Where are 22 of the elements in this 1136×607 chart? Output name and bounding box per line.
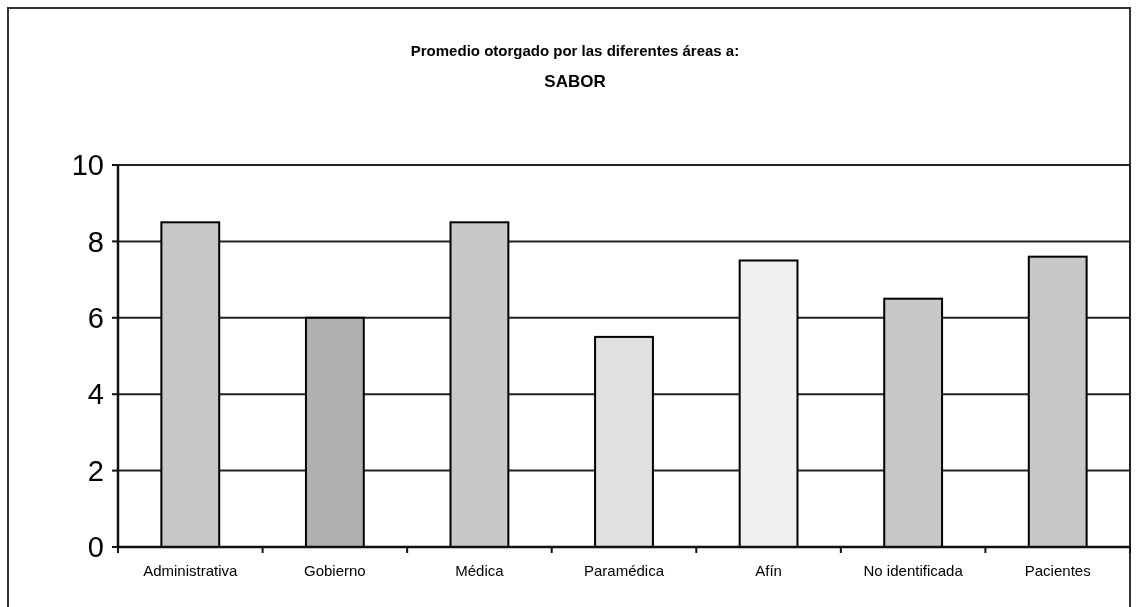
bar	[594, 335, 654, 548]
y-tick-label: 8	[87, 225, 104, 258]
bar	[304, 316, 365, 548]
x-tick-label: Gobierno	[304, 562, 366, 579]
x-tick-label: Afín	[755, 562, 782, 579]
y-tick-label: 6	[87, 301, 104, 334]
bar	[1027, 255, 1088, 548]
x-tick-label: Administrativa	[143, 562, 239, 579]
bar	[449, 221, 510, 548]
bar	[160, 221, 221, 548]
x-tick-label: Paramédica	[583, 562, 665, 579]
y-tick-label: 4	[87, 378, 104, 411]
bar	[883, 297, 944, 548]
y-tick-label: 2	[87, 454, 104, 487]
chart-title: Promedio otorgado por las diferentes áreas a:	[410, 42, 740, 59]
y-tick-label: 0	[87, 531, 104, 564]
x-tick-label: Pacientes	[1024, 562, 1091, 579]
x-tick-label: Médica	[455, 562, 505, 579]
x-tick-label: No identificada	[863, 562, 964, 579]
bar	[738, 259, 799, 548]
y-tick-label: 10	[71, 149, 104, 182]
chart-subtitle: SABOR	[544, 72, 606, 91]
